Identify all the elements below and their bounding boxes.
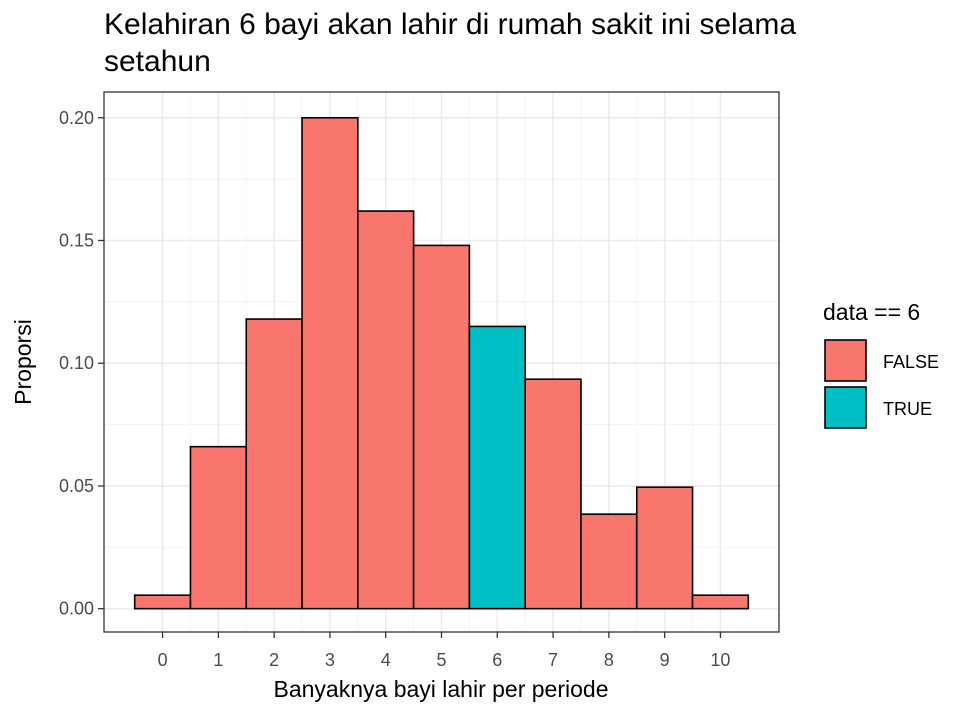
x-tick-label: 4: [381, 650, 391, 670]
y-tick-label: 0.05: [59, 476, 94, 496]
bar-0: [133, 594, 192, 610]
y-tick-label: 0.00: [59, 599, 94, 619]
legend-label-false: FALSE: [883, 352, 939, 372]
chart-title: Kelahiran 6 bayi akan lahir di rumah sak…: [104, 8, 796, 78]
x-tick-label: 2: [269, 650, 279, 670]
bar-8: [580, 513, 638, 610]
legend-key-true: [824, 386, 867, 429]
x-tick-label: 1: [213, 650, 223, 670]
y-tick-label: 0.10: [59, 353, 94, 373]
x-axis: 0 1 2 3 4 5 6 7 8 9 10: [158, 632, 730, 670]
legend-items: FALSE TRUE: [824, 339, 939, 429]
x-tick-label: 3: [325, 650, 335, 670]
bar-6: [468, 325, 526, 610]
bar-7: [524, 378, 582, 610]
legend-key-false: [824, 339, 867, 382]
x-tick-label: 5: [436, 650, 446, 670]
bar-5: [412, 244, 471, 610]
bar-3: [301, 116, 359, 610]
x-axis-title: Banyaknya bayi lahir per periode: [274, 676, 609, 702]
x-tick-label: 0: [158, 650, 168, 670]
x-tick-label: 6: [492, 650, 502, 670]
bars: [133, 116, 750, 610]
legend: data == 6 FALSE TRUE: [823, 299, 939, 429]
bar-2: [245, 318, 303, 610]
chart-title-line-1: Kelahiran 6 bayi akan lahir di rumah sak…: [104, 8, 796, 41]
y-tick-label: 0.15: [59, 231, 94, 251]
y-axis: 0.00 0.05 0.10 0.15 0.20: [59, 108, 104, 619]
chart-title-line-2: setahun: [104, 45, 211, 78]
y-tick-label: 0.20: [59, 108, 94, 128]
x-tick-label: 8: [604, 650, 614, 670]
legend-label-true: TRUE: [883, 399, 932, 419]
bar-9: [635, 486, 694, 610]
x-tick-label: 9: [660, 650, 670, 670]
bar-4: [357, 210, 415, 610]
bar-10: [691, 594, 750, 610]
legend-title: data == 6: [823, 299, 920, 325]
bar-1: [189, 445, 248, 610]
x-tick-label: 10: [710, 650, 730, 670]
y-axis-title: Proporsi: [10, 319, 36, 405]
x-tick-label: 7: [548, 650, 558, 670]
